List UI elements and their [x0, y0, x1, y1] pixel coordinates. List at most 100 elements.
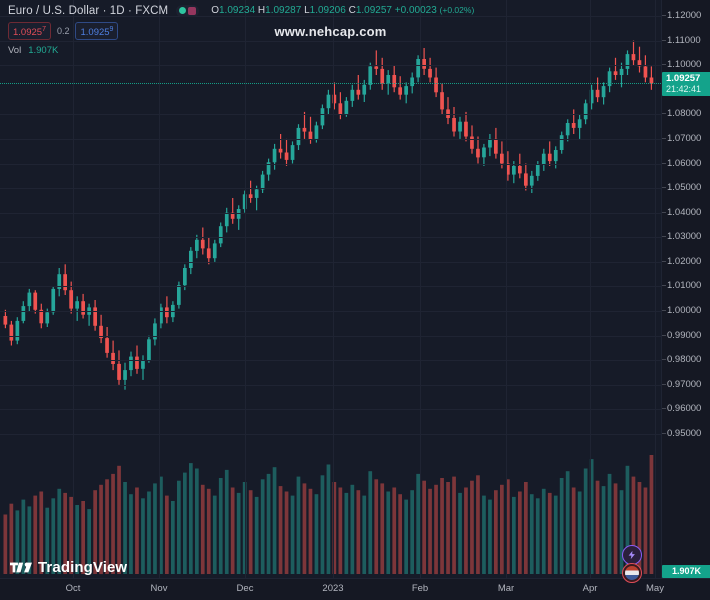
country-flag-button[interactable] [622, 563, 642, 583]
candle-body [344, 100, 349, 115]
volume-bar [248, 490, 253, 574]
gridline-horizontal [0, 212, 661, 214]
volume-legend: Vol 1.907K [8, 44, 474, 56]
price-axis-tick: 1.00000 [662, 304, 710, 318]
candle-body [601, 86, 606, 98]
volume-value: 1.907K [28, 44, 59, 56]
gridline-horizontal [0, 138, 661, 140]
volume-bar [476, 475, 480, 574]
volume-bar [589, 459, 594, 574]
volume-bar [452, 476, 456, 574]
candle-wick [303, 111, 306, 139]
gridline-horizontal [0, 360, 661, 362]
tradingview-mark-icon [10, 562, 32, 573]
volume-bar [374, 479, 379, 574]
volume-bar [440, 478, 444, 574]
candle-body [368, 66, 373, 85]
us-flag-icon [625, 566, 639, 580]
volume-bar [147, 491, 151, 574]
candle-body [434, 77, 438, 93]
candle-body [284, 152, 289, 160]
candle-body [111, 352, 115, 364]
volume-bar [583, 468, 588, 574]
candle-body [631, 54, 636, 61]
volume-bar [236, 492, 241, 574]
volume-bar [159, 476, 163, 574]
tradingview-logo: TradingView [10, 559, 127, 576]
candle-wick [638, 46, 641, 73]
candle-body [386, 75, 391, 84]
badge-blue-price[interactable]: 1.09259 [75, 21, 119, 41]
candle-body [296, 127, 301, 146]
volume-bar [75, 505, 79, 574]
price-axis-tick: 1.08000 [662, 107, 710, 121]
chart-legend: Euro / U.S. Dollar · 1D · FXCM O1.09234 … [8, 3, 474, 56]
candle-body [524, 173, 528, 186]
candle-body [290, 145, 295, 160]
candle-body [183, 268, 187, 286]
volume-bar [571, 487, 576, 574]
circle-indicator-icon[interactable] [179, 7, 187, 14]
candle-body [147, 339, 151, 361]
volume-bar [649, 455, 654, 574]
volume-bar [428, 488, 432, 574]
candle-body [410, 77, 414, 87]
candle-body [589, 89, 594, 104]
price-tick-dash [662, 408, 666, 410]
lightning-bolt-icon [628, 550, 635, 560]
price-tick-dash [662, 310, 666, 312]
gridline-horizontal [0, 163, 661, 165]
volume-bar [398, 494, 402, 574]
candle-wick [573, 109, 575, 134]
candle-body [308, 131, 313, 139]
candle-body [398, 87, 402, 95]
price-axis[interactable]: 1.09257 21:42:41 1.907K 1.12000 1.11000 1.… [661, 0, 710, 578]
badge-middle-value: 0.2 [56, 26, 70, 36]
volume-bar [350, 484, 355, 575]
indicator-badge-row: 1.09257 0.2 1.09259 [8, 21, 474, 41]
tradingview-wordmark: TradingView [38, 559, 128, 576]
volume-bar [153, 483, 157, 574]
alert-button[interactable] [622, 545, 642, 565]
candle-body [272, 148, 277, 163]
price-axis-tick: 0.99000 [662, 329, 710, 343]
current-price-tag: 1.09257 21:42:41 [662, 72, 710, 97]
volume-bar [559, 478, 564, 574]
volume-bar [99, 484, 103, 575]
candle-body [362, 84, 367, 95]
volume-bar [535, 498, 540, 574]
gridline-horizontal [0, 261, 661, 263]
legend-title-row: Euro / U.S. Dollar · 1D · FXCM O1.09234 … [8, 3, 474, 18]
gridline-vertical [420, 0, 421, 578]
square-indicator-icon[interactable] [188, 6, 197, 15]
chart-plot-area[interactable] [0, 0, 661, 578]
symbol-title[interactable]: Euro / U.S. Dollar · 1D · FXCM [8, 4, 169, 17]
volume-bar [266, 473, 271, 574]
volume-bar [422, 480, 426, 574]
volume-bar [344, 492, 349, 574]
candle-body [326, 94, 331, 109]
price-axis-tick: 1.01000 [662, 279, 710, 293]
price-tick-dash [662, 113, 666, 115]
volume-bar [272, 467, 277, 574]
candle-body [9, 324, 14, 341]
candle-body [529, 175, 534, 186]
candle-body [488, 138, 492, 148]
candle-body [446, 109, 450, 118]
volume-bar [565, 471, 570, 574]
badge-red-price[interactable]: 1.09257 [8, 21, 51, 41]
candle-body [476, 148, 480, 158]
time-axis[interactable]: Oct Nov Dec 2023 Feb Mar Apr May [0, 578, 710, 600]
volume-bar [123, 482, 127, 574]
price-axis-tick: 0.95000 [662, 427, 710, 441]
price-tick-dash [662, 162, 666, 164]
candle-body [458, 121, 462, 132]
series-style-toggle[interactable] [176, 4, 200, 17]
gridline-vertical [655, 0, 656, 578]
volume-bar [314, 494, 319, 574]
price-axis-tick: 1.12000 [662, 9, 710, 23]
ohlc-open-value: 1.09234 [218, 5, 256, 16]
candle-body [314, 125, 319, 139]
candle-wick [285, 138, 288, 166]
